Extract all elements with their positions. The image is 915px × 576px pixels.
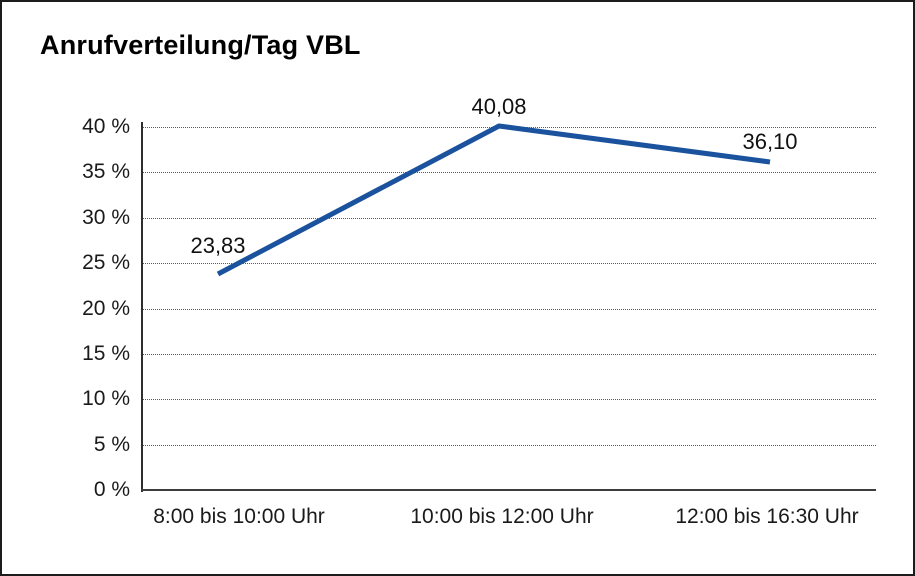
line-series: [216, 123, 771, 277]
y-tick-label: 10 %: [82, 387, 130, 410]
y-tick-label: 5 %: [93, 433, 130, 456]
x-tick-label: 10:00 bis 12:00 Uhr: [410, 505, 594, 528]
y-axis-line: [141, 122, 143, 492]
y-tick-label: 25 %: [82, 251, 130, 274]
y-tick-label: 40 %: [82, 115, 130, 138]
gridline: [142, 172, 876, 173]
y-tick-label: 15 %: [82, 342, 130, 365]
y-tick-label: 20 %: [82, 297, 130, 320]
gridline: [142, 445, 876, 446]
data-point-label: 40,08: [471, 94, 527, 119]
y-tick-label: 0 %: [93, 478, 130, 501]
data-point-label: 23,83: [190, 233, 246, 258]
gridline: [142, 218, 876, 219]
gridline: [142, 309, 876, 310]
gridline: [142, 399, 876, 400]
y-tick-label: 30 %: [82, 206, 130, 229]
x-tick-label: 12:00 bis 16:30 Uhr: [675, 505, 859, 528]
x-axis-line: [141, 489, 876, 491]
gridline: [142, 354, 876, 355]
x-tick-label: 8:00 bis 10:00 Uhr: [153, 505, 325, 528]
gridline: [142, 263, 876, 264]
y-tick-label: 35 %: [82, 160, 130, 183]
data-point-label: 36,10: [742, 129, 798, 154]
chart-title: Anrufverteilung/Tag VBL: [40, 30, 361, 60]
